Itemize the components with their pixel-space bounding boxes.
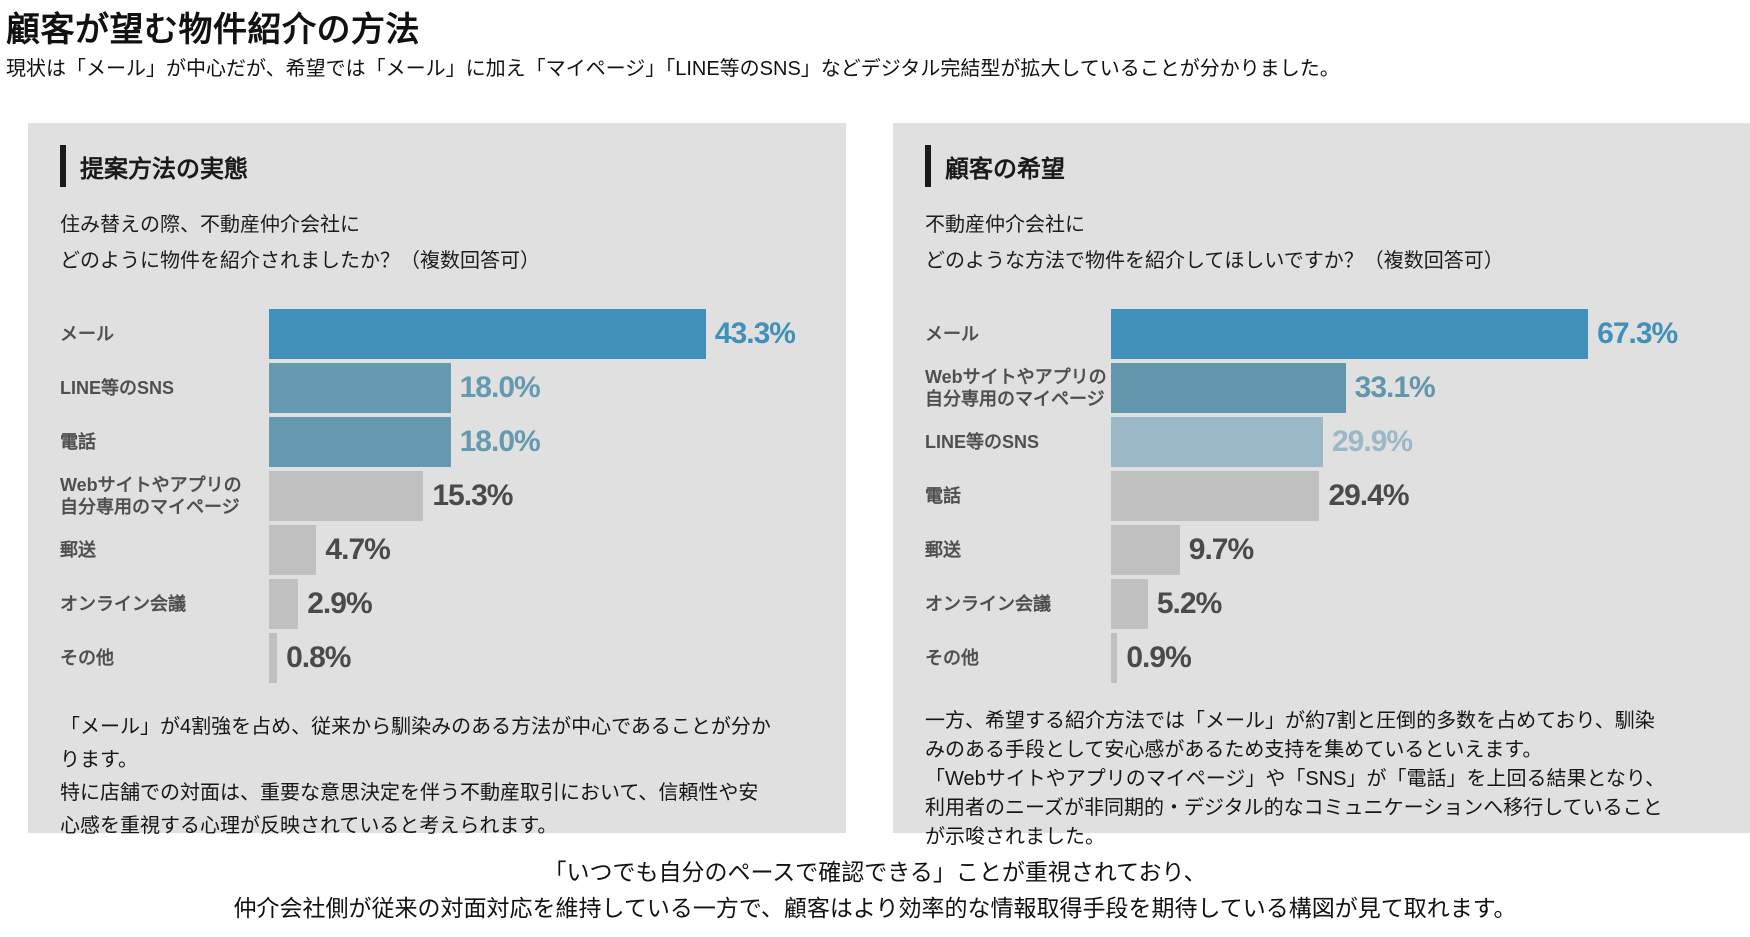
chart-note-wishes: 一方、希望する紹介方法では「メール」が約7割と圧倒的多数を占めており、馴染 みの… — [925, 710, 1666, 848]
section-title-wishes: 顧客の希望 — [945, 155, 1065, 183]
category-label: LINE等のSNS — [60, 378, 175, 398]
value-label: 5.2% — [1156, 587, 1222, 620]
panel-customer-wishes: 顧客の希望 不動産仲介会社に どのような方法で物件を紹介してほしいですか？（複数… — [893, 123, 1750, 848]
category-label: メール — [60, 324, 114, 344]
category-label: オンライン会議 — [925, 594, 1051, 614]
bar — [269, 471, 424, 521]
value-label: 29.9% — [1331, 425, 1413, 458]
value-label: 29.4% — [1328, 479, 1409, 512]
value-label: 0.9% — [1126, 641, 1191, 674]
bar-row: オンライン会議 5.2% — [925, 577, 1718, 631]
category-label: 郵送 — [925, 540, 961, 560]
section-header-wishes: 顧客の希望 — [925, 145, 1718, 187]
bar-row: 電話 18.0% — [60, 415, 814, 469]
value-label: 43.3% — [714, 317, 796, 350]
bar — [1111, 309, 1589, 359]
bar — [269, 363, 451, 413]
category-label: その他 — [925, 648, 979, 668]
section-header-actual: 提案方法の実態 — [60, 145, 814, 187]
bar — [269, 633, 278, 683]
chart-question-wishes: 不動産仲介会社に どのような方法で物件を紹介してほしいですか？（複数回答可） — [925, 214, 1504, 272]
category-label: Webサイトやアプリの 自分専用のマイページ — [925, 367, 1107, 409]
value-label: 15.3% — [432, 479, 513, 512]
bar-row: メール 67.3% — [925, 307, 1718, 361]
category-label: メール — [925, 324, 979, 344]
panel-actual-methods: 提案方法の実態 住み替えの際、不動産仲介会社に どのように物件を紹介されましたか… — [28, 123, 846, 837]
bar-row: 電話 29.4% — [925, 469, 1718, 523]
bar — [1111, 471, 1320, 521]
bar — [269, 579, 299, 629]
category-label: Webサイトやアプリの 自分専用のマイページ — [60, 475, 242, 517]
category-label: オンライン会議 — [60, 594, 186, 614]
value-label: 9.7% — [1188, 533, 1254, 566]
bar — [1111, 417, 1323, 467]
bar-row: その他 0.8% — [60, 631, 814, 685]
page-footer: 「いつでも自分のペースで確認できる」ことが重視されており、 仲介会社側が従来の対… — [233, 859, 1517, 921]
bar — [1111, 579, 1148, 629]
chart-question-actual: 住み替えの際、不動産仲介会社に どのように物件を紹介されましたか？（複数回答可） — [60, 214, 540, 272]
value-label: 67.3% — [1597, 317, 1678, 350]
bar-chart-wishes: メール 67.3% Webサイトやアプリの 自分専用のマイページ 33.1% LINE等… — [925, 307, 1718, 685]
page-subtitle: 現状は「メール」が中心だが、希望では「メール」に加え「マイページ」「LINE等の… — [6, 58, 1340, 80]
bar-row: Webサイトやアプリの 自分専用のマイページ 33.1% — [925, 361, 1718, 415]
value-label: 0.8% — [286, 641, 351, 674]
value-label: 33.1% — [1354, 371, 1436, 404]
bar — [1111, 363, 1346, 413]
bar-row: 郵送 9.7% — [925, 523, 1718, 577]
chart-note-actual: 「メール」が4割強を占め、従来から馴染みのある方法が中心であることが分か ります… — [60, 716, 771, 837]
bar-row: 郵送 4.7% — [60, 523, 814, 577]
bar-row: LINE等のSNS 29.9% — [925, 415, 1718, 469]
bar — [269, 417, 451, 467]
value-label: 2.9% — [307, 587, 372, 620]
section-accent-bar — [60, 145, 66, 187]
bar-row: オンライン会議 2.9% — [60, 577, 814, 631]
value-label: 4.7% — [325, 533, 390, 566]
value-label: 18.0% — [459, 371, 541, 404]
bar-chart-actual: メール 43.3% LINE等のSNS 18.0% 電話 18.0% Webサイトやアプリの… — [60, 307, 814, 685]
section-title-actual: 提案方法の実態 — [80, 155, 248, 183]
value-label: 18.0% — [459, 425, 541, 458]
section-accent-bar — [925, 145, 931, 187]
bar-row: LINE等のSNS 18.0% — [60, 361, 814, 415]
bar-row: Webサイトやアプリの 自分専用のマイページ 15.3% — [60, 469, 814, 523]
bar — [269, 525, 317, 575]
page-title: 顧客が望む物件紹介の方法 — [6, 11, 420, 49]
bar — [1111, 525, 1180, 575]
bar-row: その他 0.9% — [925, 631, 1718, 685]
bar — [1111, 633, 1118, 683]
category-label: その他 — [60, 648, 114, 668]
category-label: 郵送 — [60, 540, 96, 560]
bar-row: メール 43.3% — [60, 307, 814, 361]
bar — [269, 309, 706, 359]
category-label: 電話 — [60, 432, 96, 452]
category-label: LINE等のSNS — [925, 432, 1040, 452]
category-label: 電話 — [925, 486, 961, 506]
